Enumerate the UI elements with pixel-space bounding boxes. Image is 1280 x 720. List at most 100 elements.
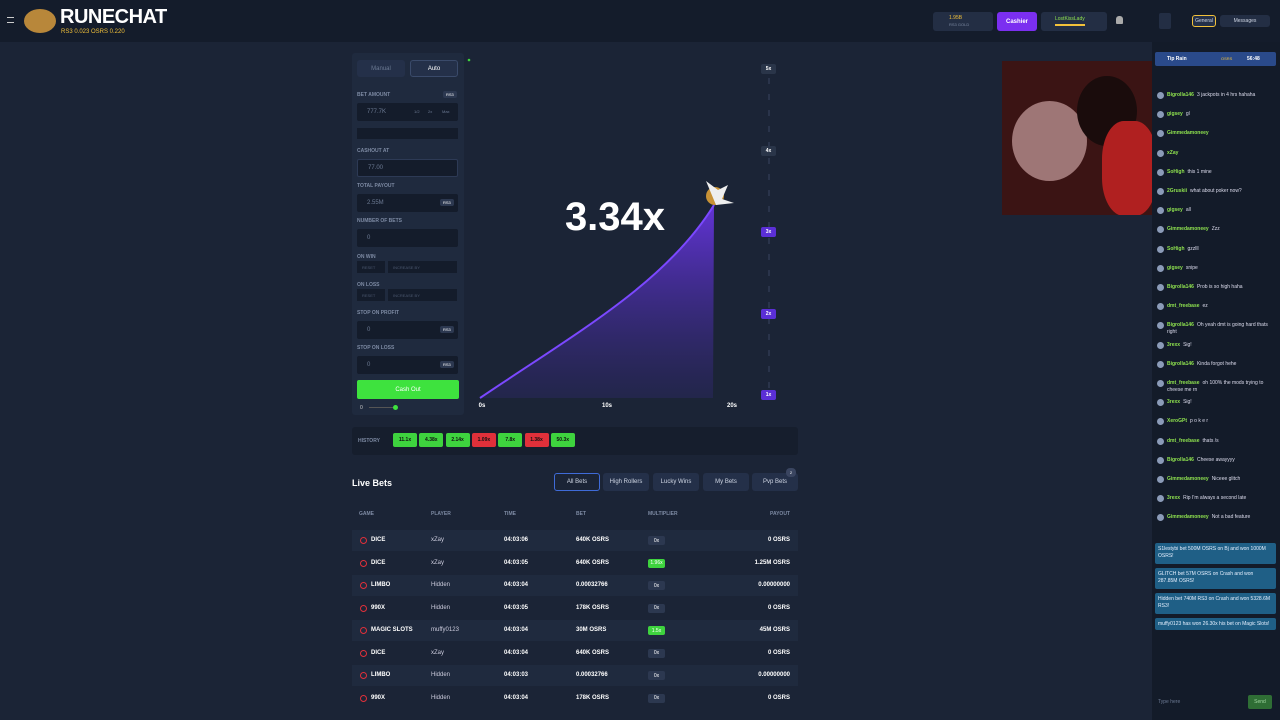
chat-user[interactable]: 3rexx	[1167, 399, 1181, 406]
field-input[interactable]: 777.7K	[357, 103, 458, 121]
field-input[interactable]: 0	[357, 229, 458, 247]
bet-row	[352, 665, 798, 686]
mode-tab[interactable]: Auto	[410, 60, 458, 77]
game-icon	[360, 582, 367, 589]
chat-user[interactable]: SoHigh	[1167, 245, 1185, 252]
field-button[interactable]: INCREASE BY	[388, 289, 457, 301]
chat-text: all	[1185, 207, 1191, 214]
chat-user[interactable]: 3rexx	[1167, 341, 1181, 348]
chat-avatar	[1157, 322, 1164, 330]
history-item[interactable]: 4.38x	[419, 433, 444, 447]
chat-toggle[interactable]	[1159, 13, 1171, 29]
field-label: ON LOSS	[357, 282, 380, 288]
history-label: HISTORY	[358, 438, 380, 444]
chat-user[interactable]: xZay	[1167, 149, 1179, 156]
bet-slider-track	[357, 128, 458, 139]
chat-text: p o k e r	[1190, 418, 1209, 425]
chat-avatar	[1157, 130, 1164, 138]
chat-input[interactable]: Type here	[1158, 699, 1181, 705]
chat-user[interactable]: Gimmedamoneey	[1167, 130, 1209, 137]
bets-tab[interactable]: My Bets	[703, 473, 749, 491]
chat-user[interactable]: Bigrolla146	[1167, 322, 1194, 329]
field-button[interactable]: 2x	[428, 109, 433, 114]
history-item[interactable]: 2.14x	[445, 433, 470, 447]
cell-player: Hidden	[431, 582, 451, 588]
history-item[interactable]: 1.09x	[471, 433, 496, 447]
chat-message: SoHigh gzzlll	[1167, 246, 1273, 253]
chat-user[interactable]: Gimmedamoneey	[1167, 226, 1209, 233]
bets-tab[interactable]: Lucky Wins	[653, 473, 699, 491]
chat-user[interactable]: gigsey	[1167, 264, 1183, 271]
bell[interactable]	[1116, 16, 1123, 24]
chat-user[interactable]: Bigrolla146	[1167, 284, 1194, 290]
column-header: GAME	[359, 511, 374, 517]
chat-user[interactable]: gigsey	[1167, 111, 1183, 118]
history-item[interactable]: 11.1x	[393, 433, 417, 447]
balance-box[interactable]	[933, 12, 993, 31]
chat-tab[interactable]: Messages	[1220, 15, 1270, 27]
field-button[interactable]: INCREASE BY	[388, 261, 457, 273]
bets-tab[interactable]: High Rollers	[603, 473, 649, 491]
chat-message: Bigrolla146 Prob is so high haha	[1167, 284, 1273, 291]
chat-text: gl	[1185, 111, 1190, 118]
chat-user[interactable]: Bigrolla146	[1167, 360, 1194, 367]
chat-user[interactable]: gigsey	[1167, 207, 1183, 214]
chat-user[interactable]: dmt_freebase	[1167, 303, 1200, 310]
chat-text: gzzlll	[1187, 245, 1199, 252]
chat-user[interactable]: 2Gruskii	[1167, 188, 1188, 194]
multiplier-badge: 0x	[648, 581, 665, 590]
field-button[interactable]: RESET	[357, 261, 385, 273]
balance-unit: RS3 GOLD	[949, 22, 970, 27]
menu-icon[interactable]	[7, 17, 14, 23]
chat-user[interactable]: SoHigh	[1167, 168, 1185, 175]
chat-text: Cheese awayyyy	[1196, 456, 1235, 463]
field-button[interactable]: Max	[442, 109, 450, 114]
cell-time: 04:03:04	[504, 649, 529, 656]
bets-tab[interactable]: Pvp Bets	[752, 473, 798, 491]
y-label: 5x	[761, 64, 776, 74]
tip-rain-bar[interactable]	[1155, 52, 1276, 66]
field-button[interactable]: 1/2	[414, 109, 420, 114]
chat-user[interactable]: Gimmedamoneey	[1167, 514, 1209, 521]
chat-message: XeroGPt p o k e r	[1167, 418, 1273, 425]
chat-message: dmt_freebase oh 100% the mods trying to c…	[1167, 380, 1273, 394]
chat-user[interactable]: dmt_freebase	[1167, 437, 1200, 444]
field-suffix: RS3	[440, 361, 454, 368]
mode-tab[interactable]: Manual	[357, 60, 405, 77]
cash-out-button[interactable]: Cash Out	[357, 380, 459, 399]
slider-knob[interactable]	[393, 405, 398, 410]
history-item[interactable]: 7.8x	[498, 433, 523, 447]
chat-user[interactable]: Bigrolla146	[1167, 456, 1194, 463]
column-header: MULTIPLIER	[648, 511, 678, 517]
chat-avatar	[1157, 418, 1164, 426]
cell-bet: 0.00032766	[576, 582, 608, 588]
chat-user[interactable]: XeroGPt	[1167, 418, 1188, 425]
chat-user[interactable]: Bigrolla146	[1167, 92, 1194, 98]
field-input[interactable]: 0	[357, 321, 458, 339]
user-box[interactable]	[1041, 12, 1107, 31]
field-input[interactable]: 2.55M	[357, 194, 458, 212]
chat-user[interactable]: dmt_freebase	[1167, 380, 1200, 386]
cashier-button[interactable]: Cashier	[997, 12, 1037, 31]
field-input[interactable]: 77.00	[357, 159, 458, 177]
payout: 1.25M OSRS	[754, 559, 790, 566]
bets-tab[interactable]: All Bets	[554, 473, 600, 491]
pvp-badge: 2	[786, 468, 796, 477]
field-button[interactable]: RESET	[357, 289, 385, 301]
game-icon	[360, 649, 367, 657]
chat-text: 3 jackpots in 4 hrs hahaha	[1196, 92, 1256, 98]
history-item[interactable]: 50.3x	[550, 433, 575, 447]
chat-user[interactable]: Gimmedamoneey	[1167, 476, 1209, 482]
history-item[interactable]: 1.38x	[524, 433, 549, 447]
chat-avatar	[1157, 245, 1164, 253]
chat-tab[interactable]: General	[1192, 15, 1216, 27]
field-input[interactable]: 0	[357, 356, 458, 374]
osrs-rate: OSRS 0.220	[91, 29, 125, 35]
send-button[interactable]: Send	[1248, 695, 1272, 709]
curve-line	[479, 204, 715, 399]
chat-user[interactable]: 3rexx	[1167, 495, 1181, 502]
logo[interactable]: RUNECHAT	[60, 6, 167, 28]
webcam	[1002, 61, 1154, 215]
game-icon	[360, 537, 367, 544]
